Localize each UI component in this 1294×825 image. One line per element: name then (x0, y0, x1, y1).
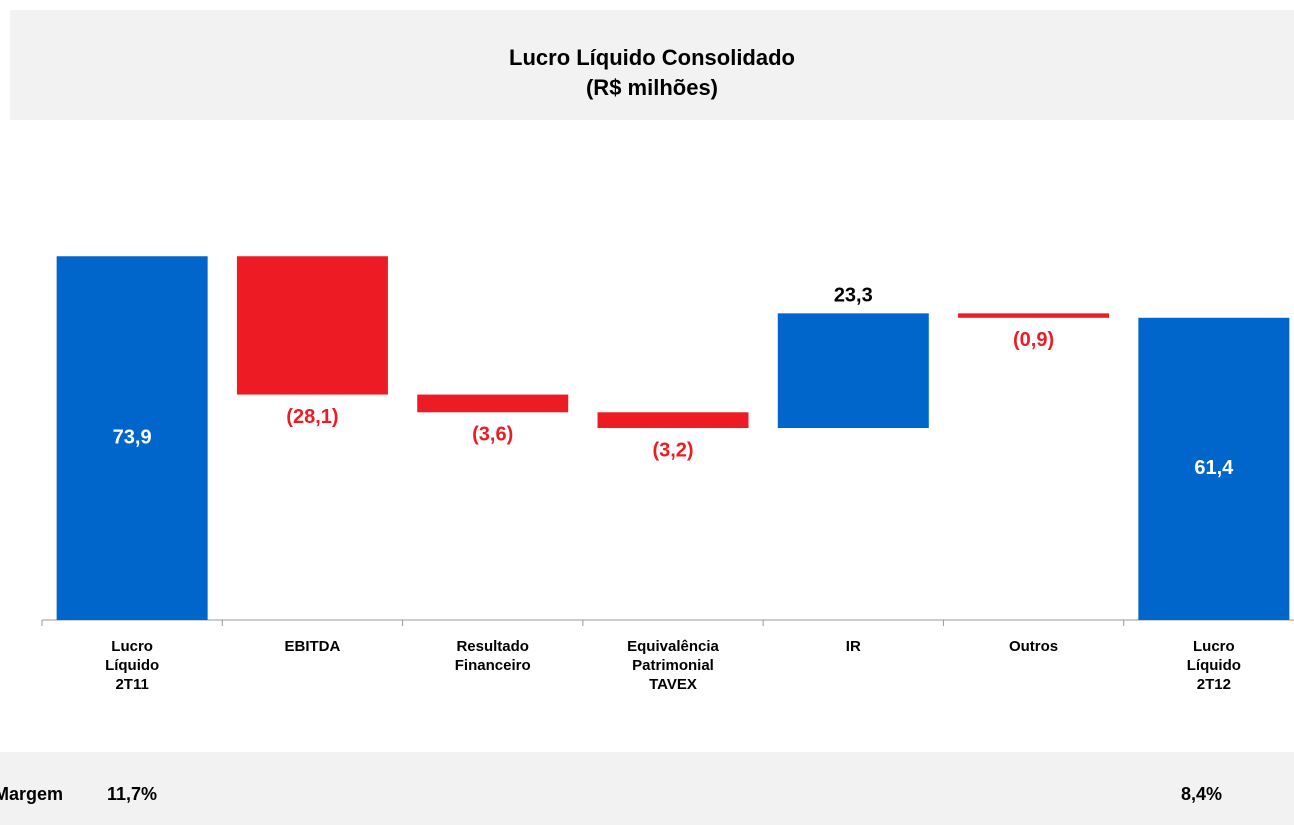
bar (958, 313, 1110, 318)
margin-label: Margem (0, 784, 64, 804)
data-label: (3,6) (472, 424, 513, 446)
bar (236, 256, 388, 395)
margin-row: Margem 11,7% 8,4% (0, 752, 1294, 825)
title-box: Lucro Líquido Consolidado (R$ milhões) (10, 10, 1294, 120)
data-label: (0,9) (1013, 329, 1054, 351)
bar (417, 394, 569, 413)
bar (777, 313, 929, 429)
bar (56, 256, 208, 620)
x-tick-label: Equivalência Patrimonial TAVEX (627, 638, 719, 693)
x-tick-label: EBITDA (284, 638, 341, 655)
margin-value: 11,7% (107, 784, 158, 804)
data-label: (28,1) (286, 406, 338, 428)
data-label: 61,4 (1194, 457, 1234, 479)
x-tick-label: IR (845, 638, 861, 655)
bar (1138, 317, 1290, 620)
x-tick-label: Resultado Financeiro (454, 638, 531, 674)
margin-value: 8,4% (1181, 784, 1223, 804)
x-tick-label: Lucro Líquido 2T11 (105, 638, 160, 693)
chart-subtitle: (R$ milhões) (585, 75, 719, 100)
x-tick-label: Lucro Líquido 2T12 (1186, 638, 1241, 693)
x-tick-label: Outros (1008, 638, 1059, 655)
data-label: (3,2) (652, 439, 693, 461)
chart-title: Lucro Líquido Consolidado (509, 45, 795, 70)
bar (597, 412, 749, 429)
data-label: 23,3 (834, 285, 873, 307)
data-label: 73,9 (113, 426, 152, 448)
